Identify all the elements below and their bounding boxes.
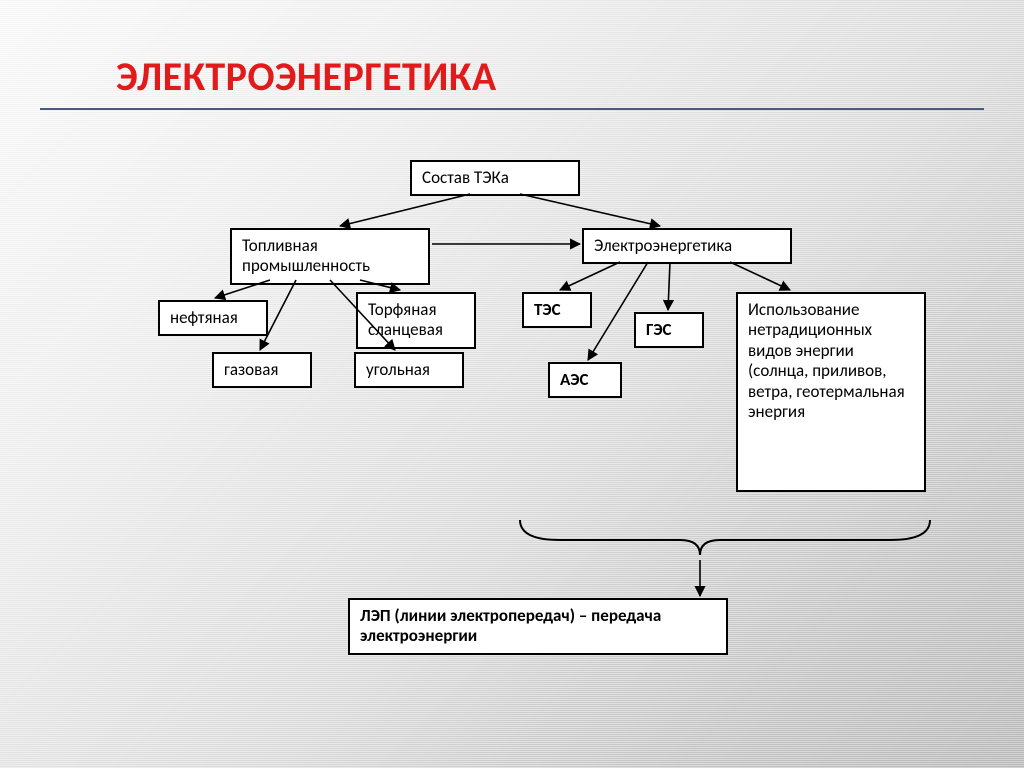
node-tes: ТЭС <box>522 292 592 328</box>
node-coal-label: угольная <box>366 359 430 380</box>
node-lep-label: ЛЭП (линии электропередач) – передача эл… <box>360 605 661 646</box>
node-alt-label: Использование нетрадиционных видов энерг… <box>748 299 905 422</box>
node-elec-label: Электроэнергетика <box>594 235 732 256</box>
brace <box>520 520 930 555</box>
node-root-label: Состав ТЭКа <box>422 167 509 188</box>
edge-root-elec <box>520 194 660 226</box>
edge-elec-alt <box>730 262 790 290</box>
node-peat: Торфяная сланцевая <box>356 292 476 349</box>
node-ges: ГЭС <box>634 312 704 348</box>
slide: ЭЛЕКТРОЭНЕРГЕТИКА Состав ТЭКа Топливная … <box>0 0 1024 768</box>
node-aes-label: АЭС <box>560 369 588 390</box>
node-coal: угольная <box>354 352 464 388</box>
edge-root-fuel <box>340 194 470 226</box>
node-lep: ЛЭП (линии электропередач) – передача эл… <box>348 598 728 655</box>
node-alt: Использование нетрадиционных видов энерг… <box>736 292 926 492</box>
node-oil: нефтяная <box>158 300 268 336</box>
node-oil-label: нефтяная <box>170 307 238 328</box>
node-fuel-label: Топливная промышленность <box>242 235 370 276</box>
edge-elec-ges <box>668 262 670 310</box>
node-aes: АЭС <box>548 362 622 398</box>
node-ges-label: ГЭС <box>646 319 672 340</box>
slide-title: ЭЛЕКТРОЭНЕРГЕТИКА <box>116 52 497 101</box>
node-tes-label: ТЭС <box>534 299 561 320</box>
node-fuel: Топливная промышленность <box>230 228 430 285</box>
node-elec: Электроэнергетика <box>582 228 792 264</box>
edge-elec-tes <box>560 262 620 290</box>
node-gas-label: газовая <box>224 359 278 380</box>
node-gas: газовая <box>212 352 312 388</box>
node-peat-label: Торфяная сланцевая <box>368 299 443 340</box>
title-underline <box>40 108 984 110</box>
node-root: Состав ТЭКа <box>410 160 580 196</box>
